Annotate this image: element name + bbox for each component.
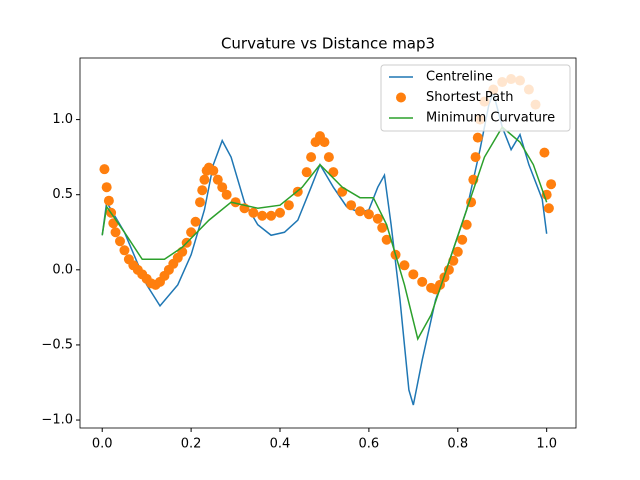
legend-marker bbox=[396, 92, 406, 103]
scatter-point bbox=[337, 186, 348, 197]
x-tick-label: 0.2 bbox=[181, 437, 202, 452]
y-tick-label: −0.5 bbox=[41, 337, 73, 352]
scatter-point bbox=[230, 197, 241, 208]
legend-label: Shortest Path bbox=[426, 90, 513, 105]
scatter-point bbox=[177, 246, 188, 257]
scatter-point bbox=[539, 147, 550, 158]
scatter-point bbox=[355, 206, 365, 217]
scatter-point bbox=[99, 164, 110, 175]
scatter-point bbox=[101, 182, 112, 193]
scatter-point bbox=[399, 260, 410, 271]
scatter-point bbox=[306, 152, 317, 163]
scatter-point bbox=[283, 200, 294, 211]
scatter-point bbox=[470, 152, 481, 163]
scatter-point bbox=[546, 179, 557, 190]
scatter-point bbox=[472, 132, 483, 143]
y-tick-label: 0.0 bbox=[52, 262, 73, 277]
x-tick-label: 0.0 bbox=[92, 437, 113, 452]
scatter-point bbox=[457, 234, 468, 245]
x-tick-label: 0.4 bbox=[270, 437, 291, 452]
y-tick-label: −1.0 bbox=[41, 413, 73, 428]
scatter-point bbox=[543, 203, 554, 214]
y-tick-label: 0.5 bbox=[52, 187, 73, 202]
scatter-point bbox=[197, 185, 208, 196]
scatter-point bbox=[417, 276, 428, 287]
scatter-point bbox=[452, 246, 463, 257]
scatter-point bbox=[195, 197, 205, 208]
scatter-point bbox=[408, 269, 419, 280]
scatter-point bbox=[208, 165, 219, 176]
scatter-point bbox=[372, 213, 383, 224]
scatter-point bbox=[346, 200, 357, 211]
scatter-point bbox=[115, 236, 125, 247]
scatter-point bbox=[119, 245, 130, 256]
y-tick-label: 1.0 bbox=[52, 112, 73, 127]
scatter-point bbox=[190, 216, 201, 227]
scatter-point bbox=[221, 189, 232, 200]
scatter-point bbox=[248, 207, 259, 218]
scatter-point bbox=[377, 222, 388, 233]
scatter-point bbox=[443, 264, 454, 275]
x-tick-label: 1.0 bbox=[536, 437, 557, 452]
scatter-point bbox=[381, 234, 392, 245]
scatter-point bbox=[103, 195, 114, 206]
scatter-point bbox=[217, 182, 228, 193]
x-tick-label: 0.8 bbox=[447, 437, 468, 452]
scatter-point bbox=[319, 137, 330, 148]
scatter-point bbox=[108, 218, 119, 229]
legend-box bbox=[380, 64, 571, 132]
scatter-point bbox=[363, 209, 374, 220]
x-tick-label: 0.6 bbox=[359, 437, 380, 452]
scatter-point bbox=[275, 207, 285, 218]
scatter-point bbox=[110, 227, 121, 238]
scatter-point bbox=[323, 152, 334, 163]
scatter-point bbox=[257, 210, 268, 221]
scatter-point bbox=[212, 174, 223, 185]
plot-frame bbox=[79, 57, 577, 429]
scatter-point bbox=[301, 167, 312, 178]
legend-label: Minimum Curvature bbox=[426, 111, 555, 126]
scatter-point bbox=[266, 210, 277, 221]
series-line bbox=[101, 125, 548, 341]
chart-title: Curvature vs Distance map3 bbox=[221, 35, 435, 53]
scatter-point bbox=[199, 174, 210, 185]
scatter-point bbox=[461, 219, 472, 230]
legend-label: Centreline bbox=[426, 70, 493, 85]
